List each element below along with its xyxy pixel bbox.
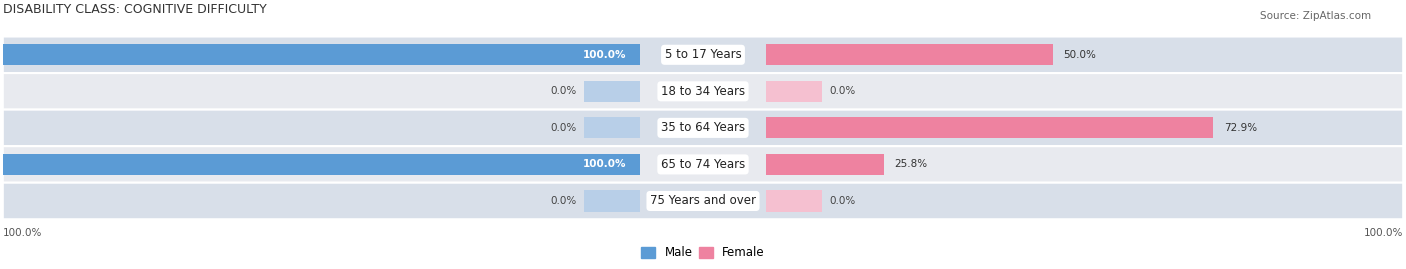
- FancyBboxPatch shape: [3, 146, 1403, 183]
- Bar: [583, 81, 640, 102]
- Text: 50.0%: 50.0%: [1063, 50, 1097, 60]
- FancyBboxPatch shape: [3, 109, 1403, 146]
- Bar: [3, 154, 640, 175]
- Text: 0.0%: 0.0%: [830, 196, 855, 206]
- Text: 18 to 34 Years: 18 to 34 Years: [661, 85, 745, 98]
- Text: 100.0%: 100.0%: [582, 50, 626, 60]
- Bar: [766, 117, 1213, 139]
- Text: 0.0%: 0.0%: [551, 86, 576, 96]
- FancyBboxPatch shape: [3, 183, 1403, 219]
- Bar: [583, 190, 640, 212]
- Text: 0.0%: 0.0%: [551, 123, 576, 133]
- Bar: [583, 117, 640, 139]
- Text: 72.9%: 72.9%: [1225, 123, 1257, 133]
- Text: 100.0%: 100.0%: [1364, 228, 1403, 238]
- Text: 35 to 64 Years: 35 to 64 Years: [661, 121, 745, 134]
- Bar: [766, 81, 823, 102]
- Legend: Male, Female: Male, Female: [637, 242, 769, 264]
- Text: 25.8%: 25.8%: [894, 160, 928, 169]
- FancyBboxPatch shape: [3, 37, 1403, 73]
- Bar: [766, 44, 1053, 65]
- Bar: [766, 190, 823, 212]
- Text: 75 Years and over: 75 Years and over: [650, 194, 756, 207]
- Text: 65 to 74 Years: 65 to 74 Years: [661, 158, 745, 171]
- Text: DISABILITY CLASS: COGNITIVE DIFFICULTY: DISABILITY CLASS: COGNITIVE DIFFICULTY: [3, 3, 267, 16]
- Text: 5 to 17 Years: 5 to 17 Years: [665, 48, 741, 61]
- Text: 0.0%: 0.0%: [830, 86, 855, 96]
- Text: 0.0%: 0.0%: [551, 196, 576, 206]
- FancyBboxPatch shape: [3, 73, 1403, 109]
- Text: Source: ZipAtlas.com: Source: ZipAtlas.com: [1260, 11, 1371, 21]
- Text: 100.0%: 100.0%: [3, 228, 42, 238]
- Text: 100.0%: 100.0%: [582, 160, 626, 169]
- Bar: [766, 154, 883, 175]
- Bar: [3, 44, 640, 65]
